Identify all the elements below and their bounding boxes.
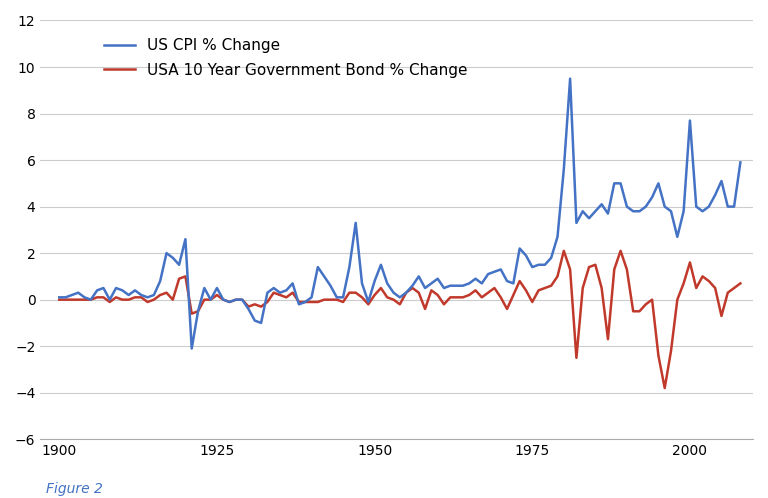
US CPI % Change <box>565 76 574 82</box>
USA 10 Year Government Bond % Change <box>282 294 291 300</box>
US CPI % Change <box>55 294 64 300</box>
USA 10 Year Government Bond % Change <box>105 299 114 305</box>
USA 10 Year Government Bond % Change <box>559 248 568 254</box>
US CPI % Change <box>508 280 518 286</box>
USA 10 Year Government Bond % Change <box>55 297 64 303</box>
Line: US CPI % Change: US CPI % Change <box>59 79 740 349</box>
US CPI % Change <box>427 280 436 286</box>
US CPI % Change <box>105 297 114 303</box>
US CPI % Change <box>187 346 197 352</box>
Legend: US CPI % Change, USA 10 Year Government Bond % Change: US CPI % Change, USA 10 Year Government … <box>98 32 473 84</box>
Text: Figure 2: Figure 2 <box>46 482 103 496</box>
US CPI % Change <box>433 276 442 282</box>
US CPI % Change <box>736 159 745 165</box>
USA 10 Year Government Bond % Change <box>427 287 436 293</box>
USA 10 Year Government Bond % Change <box>660 385 670 391</box>
USA 10 Year Government Bond % Change <box>736 280 745 286</box>
USA 10 Year Government Bond % Change <box>420 306 429 312</box>
US CPI % Change <box>288 280 297 286</box>
US CPI % Change <box>250 318 260 324</box>
USA 10 Year Government Bond % Change <box>244 304 253 310</box>
USA 10 Year Government Bond % Change <box>502 306 511 312</box>
Line: USA 10 Year Government Bond % Change: USA 10 Year Government Bond % Change <box>59 251 740 388</box>
